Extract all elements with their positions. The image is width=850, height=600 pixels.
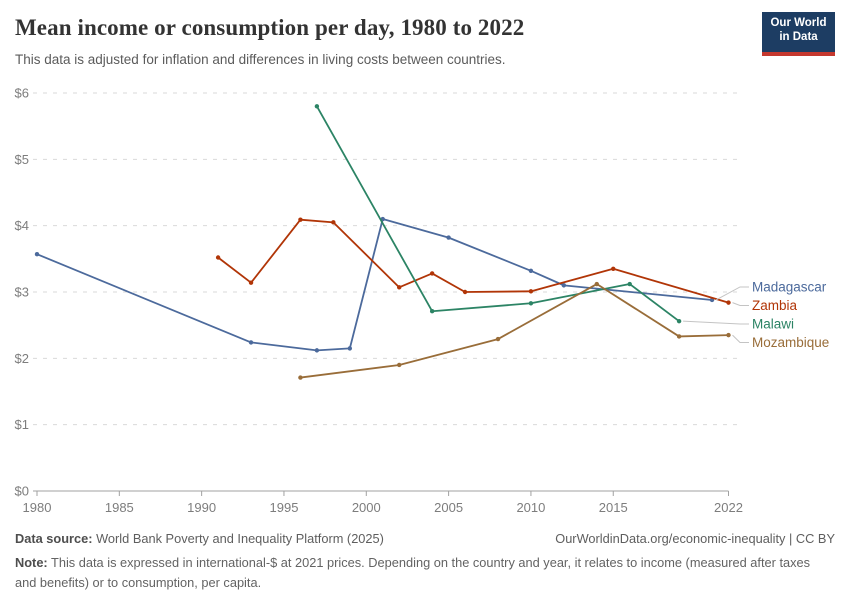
owid-logo-line1: Our World bbox=[770, 17, 827, 29]
data-source: Data source: World Bank Poverty and Ineq… bbox=[15, 531, 384, 546]
series-line-mozambique[interactable] bbox=[299, 283, 730, 379]
chart-subtitle: This data is adjusted for inflation and … bbox=[15, 51, 506, 67]
line-chart: $0 $1 $2 $3 $4 $5 $6 1980 1985 1990 1995 2000 2005 20… bbox=[15, 86, 830, 516]
owid-logo[interactable]: Our World in Data bbox=[762, 12, 835, 56]
legend-connector-malawi bbox=[683, 320, 749, 325]
legend-connector-zambia bbox=[732, 302, 749, 306]
y-tick-label-1: $1 bbox=[15, 417, 29, 432]
data-point-mozambique bbox=[397, 362, 402, 368]
series-line-zambia[interactable] bbox=[217, 218, 730, 304]
data-point-zambia bbox=[429, 271, 435, 276]
data-point-mozambique bbox=[594, 281, 599, 287]
note-text: This data is expressed in international-… bbox=[15, 555, 811, 590]
data-point-zambia bbox=[528, 289, 534, 294]
y-tick-label-0: $0 bbox=[15, 484, 29, 499]
credit-link[interactable]: OurWorldinData.org/economic-inequality |… bbox=[555, 531, 835, 546]
x-tick-label-1995: 1995 bbox=[270, 500, 299, 515]
data-point-zambia bbox=[462, 289, 468, 295]
x-tick-label-1990: 1990 bbox=[187, 500, 216, 515]
legend-connector-mozambique bbox=[732, 334, 749, 343]
data-point-madagascar bbox=[347, 346, 353, 351]
x-tick-label-2010: 2010 bbox=[516, 500, 545, 515]
y-tick-label-3: $3 bbox=[15, 285, 29, 300]
x-tick-label-2015: 2015 bbox=[599, 500, 628, 515]
y-tick-label-5: $5 bbox=[15, 152, 29, 167]
data-point-malawi bbox=[676, 318, 682, 324]
x-tick-label-1980: 1980 bbox=[23, 500, 52, 515]
data-point-malawi bbox=[429, 309, 435, 314]
data-source-label: Data source: bbox=[15, 531, 93, 546]
data-point-zambia bbox=[611, 266, 616, 271]
series-line-malawi[interactable] bbox=[315, 105, 681, 323]
data-point-zambia bbox=[215, 255, 221, 260]
x-tick-label-2000: 2000 bbox=[352, 500, 381, 515]
data-point-mozambique bbox=[726, 332, 731, 338]
data-point-zambia bbox=[726, 300, 731, 305]
data-point-madagascar bbox=[446, 235, 451, 240]
data-point-zambia bbox=[298, 217, 303, 222]
x-tick-label-2005: 2005 bbox=[434, 500, 463, 515]
note-label: Note: bbox=[15, 555, 48, 570]
legend-label-zambia[interactable]: Zambia bbox=[752, 298, 798, 313]
data-point-madagascar bbox=[34, 251, 40, 257]
x-tick-label-2022: 2022 bbox=[714, 500, 743, 515]
owid-logo-line2: in Data bbox=[779, 30, 818, 43]
data-point-zambia bbox=[331, 220, 336, 225]
data-point-madagascar bbox=[314, 348, 320, 353]
data-point-madagascar bbox=[528, 268, 534, 273]
legend-connector-madagascar bbox=[715, 286, 749, 301]
data-point-mozambique bbox=[298, 375, 303, 380]
y-tick-label-4: $4 bbox=[15, 218, 29, 233]
chart-footer: Data source: World Bank Poverty and Ineq… bbox=[15, 531, 835, 593]
data-point-madagascar bbox=[561, 283, 567, 288]
data-point-malawi bbox=[627, 281, 632, 287]
data-point-zambia bbox=[397, 285, 402, 290]
legend-label-malawi[interactable]: Malawi bbox=[752, 316, 794, 331]
chart-header: Mean income or consumption per day, 1980… bbox=[15, 12, 835, 68]
data-point-malawi bbox=[314, 104, 320, 109]
series-line-madagascar[interactable] bbox=[36, 218, 713, 352]
data-source-text: World Bank Poverty and Inequality Platfo… bbox=[92, 531, 384, 546]
chart-title: Mean income or consumption per day, 1980… bbox=[15, 15, 525, 40]
legend-label-madagascar[interactable]: Madagascar bbox=[752, 279, 827, 294]
data-point-zambia bbox=[248, 280, 254, 285]
legend-label-mozambique[interactable]: Mozambique bbox=[752, 335, 829, 350]
x-tick-label-1985: 1985 bbox=[105, 500, 134, 515]
data-point-mozambique bbox=[495, 336, 501, 342]
y-tick-label-6: $6 bbox=[15, 86, 29, 101]
data-point-malawi bbox=[528, 301, 534, 306]
data-point-madagascar bbox=[248, 340, 254, 345]
y-tick-label-2: $2 bbox=[15, 351, 29, 366]
data-point-mozambique bbox=[676, 334, 682, 339]
